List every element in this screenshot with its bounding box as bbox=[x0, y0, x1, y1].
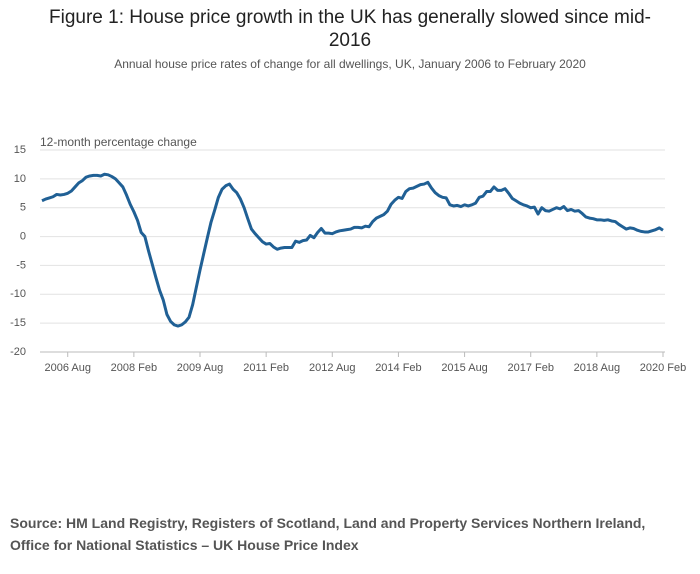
x-tick-label: 2015 Aug bbox=[441, 362, 488, 374]
x-tick-label: 2014 Feb bbox=[375, 362, 421, 374]
x-tick-label: 2017 Feb bbox=[507, 362, 553, 374]
x-tick-label: 2008 Feb bbox=[111, 362, 157, 374]
x-tick-label: 2006 Aug bbox=[44, 362, 91, 374]
y-tick-label: 0 bbox=[20, 230, 26, 242]
x-tick-label: 2009 Aug bbox=[177, 362, 224, 374]
chart-subtitle: Annual house price rates of change for a… bbox=[114, 57, 586, 71]
y-tick-label: -10 bbox=[10, 288, 26, 300]
y-tick-label: -15 bbox=[10, 317, 26, 329]
source-note: Source: HM Land Registry, Registers of S… bbox=[10, 515, 646, 553]
x-tick-label: 2020 Feb bbox=[640, 362, 686, 374]
x-tick-label: 2011 Feb bbox=[243, 362, 289, 374]
y-tick-label: 5 bbox=[20, 202, 26, 214]
x-tick-label: 2012 Aug bbox=[309, 362, 356, 374]
data-line bbox=[41, 172, 664, 328]
y-tick-label: -5 bbox=[16, 259, 26, 271]
chart-title: Figure 1: House price growth in the UK h… bbox=[49, 7, 651, 51]
y-tick-label: 15 bbox=[14, 144, 26, 156]
y-tick-label: -20 bbox=[10, 346, 26, 358]
x-tick-label: 2018 Aug bbox=[574, 362, 621, 374]
y-axis-label: 12-month percentage change bbox=[40, 135, 197, 149]
y-tick-label: 10 bbox=[14, 173, 26, 185]
